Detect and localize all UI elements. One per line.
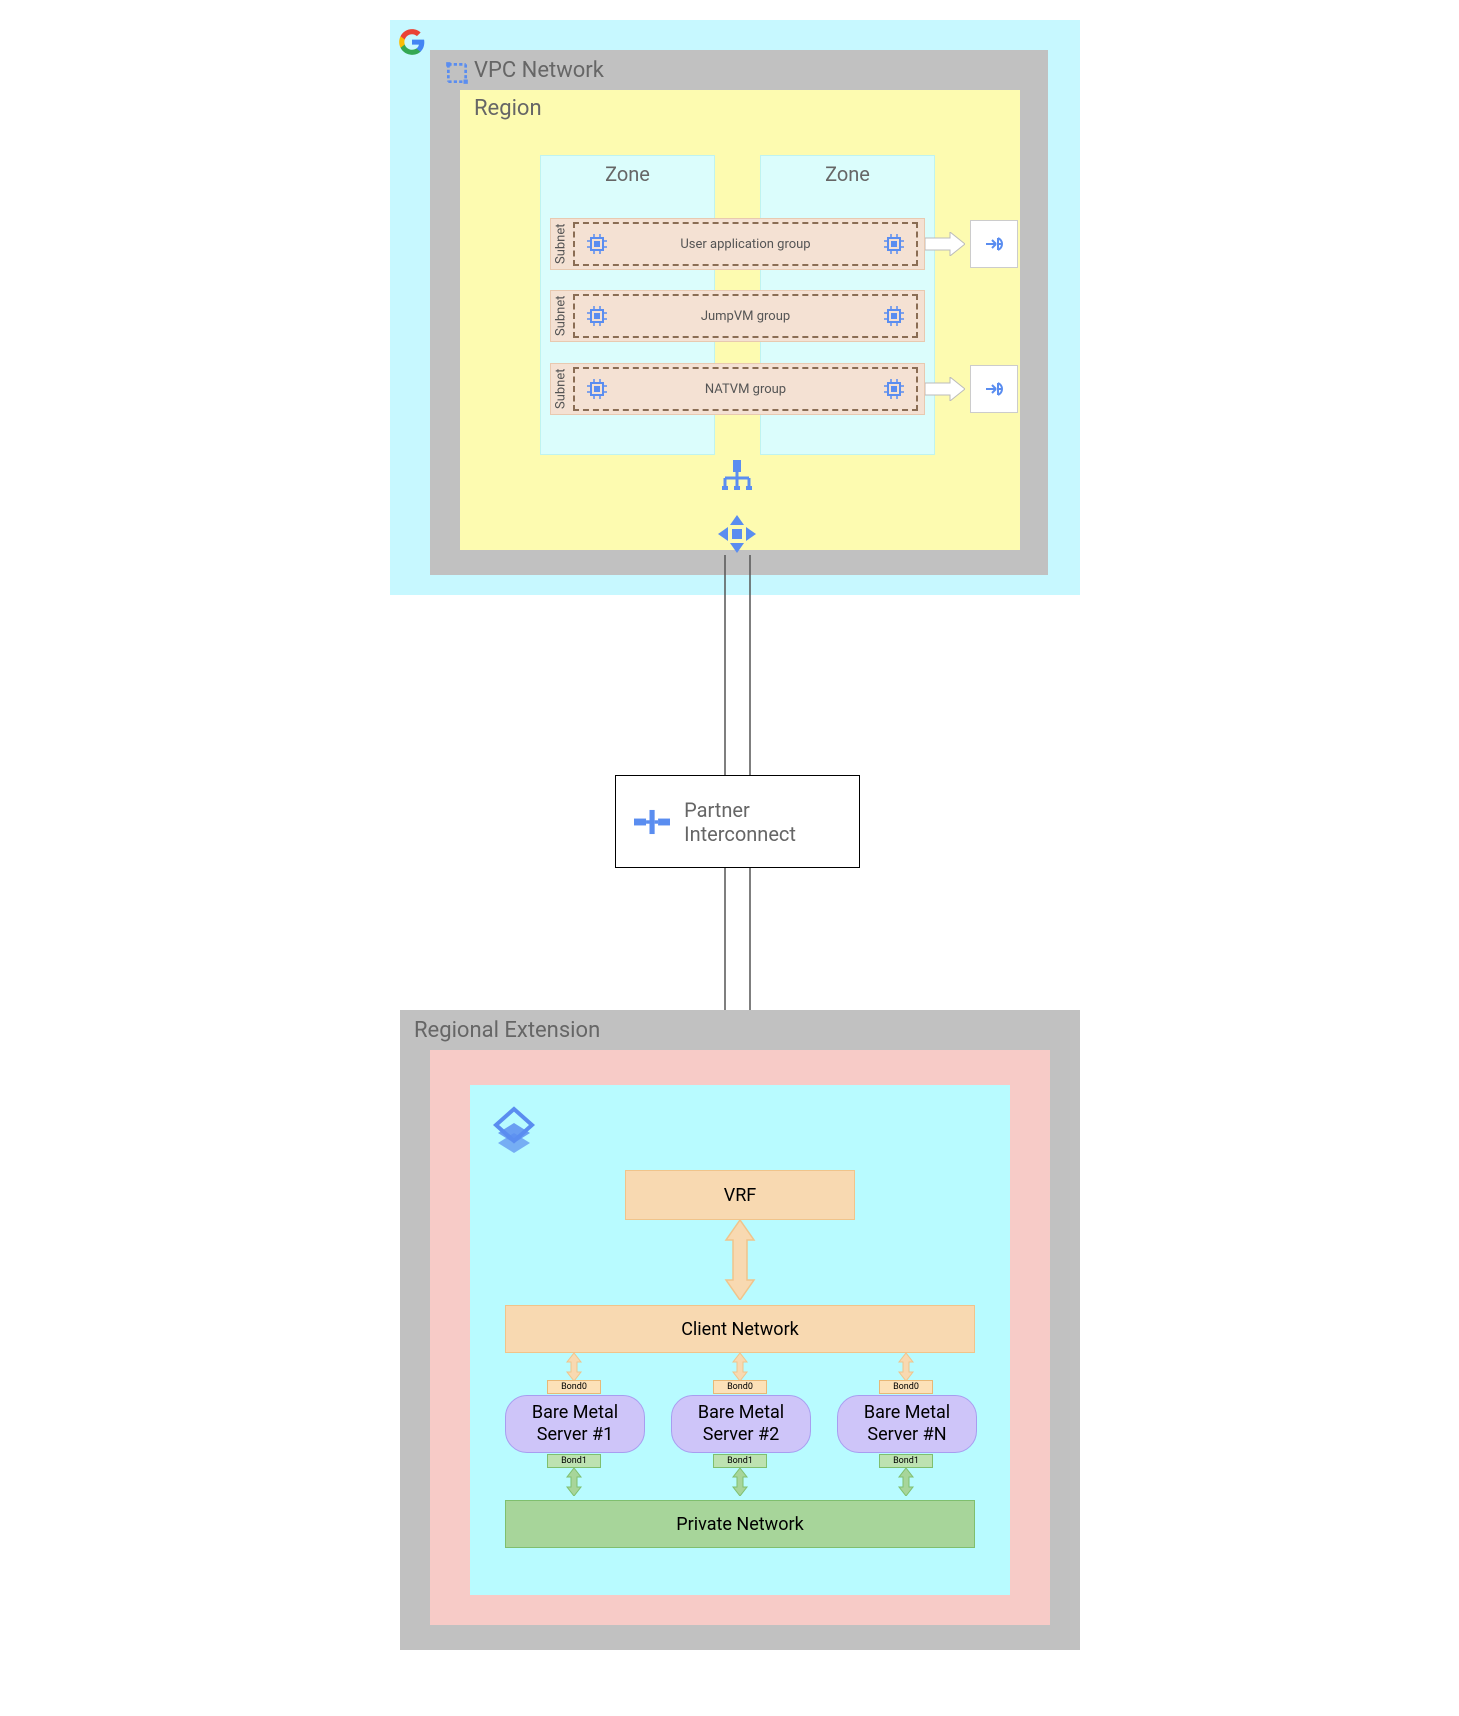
region-label: Region	[474, 96, 542, 121]
interconnect-icon	[634, 804, 670, 840]
external-endpoint-2	[970, 365, 1018, 413]
subnet-label-3: Subnet	[551, 364, 571, 414]
endpoint-icon	[982, 232, 1006, 256]
load-balancer-icon	[720, 460, 754, 490]
arrow-bond0-3	[897, 1353, 915, 1381]
zone-label-2: Zone	[825, 162, 870, 186]
subnet-row-3: Subnet NATVM group	[550, 363, 925, 415]
server-2: Bare Metal Server #2	[671, 1395, 811, 1453]
endpoint-icon	[982, 377, 1006, 401]
subnet-label-1: Subnet	[551, 219, 571, 269]
google-logo-icon	[398, 28, 426, 56]
server-1-label: Bare Metal Server #1	[506, 1402, 644, 1445]
server-1: Bare Metal Server #1	[505, 1395, 645, 1453]
group-label-jump: JumpVM group	[701, 309, 790, 324]
partner-interconnect-box: Partner Interconnect	[615, 775, 860, 868]
group-label-nat: NATVM group	[705, 382, 786, 397]
stack-icon	[488, 1103, 540, 1155]
server-n-label: Bare Metal Server #N	[838, 1402, 976, 1445]
vpc-icon	[444, 60, 470, 86]
arrow-out-2	[925, 377, 965, 401]
diagram-canvas: VPC Network Region Zone Zone Subnet User…	[20, 20, 1459, 1696]
chip-icon	[585, 377, 609, 401]
subnet-label-2: Subnet	[551, 291, 571, 341]
vrf-label: VRF	[724, 1185, 757, 1206]
cloud-router-icon	[718, 515, 756, 553]
bond1-tag-2: Bond1	[713, 1454, 767, 1468]
bond0-tag-3: Bond0	[879, 1380, 933, 1394]
subnet-row-2: Subnet JumpVM group	[550, 290, 925, 342]
chip-icon	[585, 304, 609, 328]
zone-label-1: Zone	[605, 162, 650, 186]
interconnect-label: Partner Interconnect	[684, 798, 841, 846]
bond1-tag-3: Bond1	[879, 1454, 933, 1468]
private-network-box: Private Network	[505, 1500, 975, 1548]
regional-ext-label: Regional Extension	[414, 1018, 600, 1043]
chip-icon	[585, 232, 609, 256]
subnet-row-1: Subnet User application group	[550, 218, 925, 270]
vpc-label: VPC Network	[474, 58, 604, 83]
arrow-bond1-3	[897, 1468, 915, 1496]
arrow-bond0-1	[565, 1353, 583, 1381]
bond0-tag-1: Bond0	[547, 1380, 601, 1394]
bond1-tag-1: Bond1	[547, 1454, 601, 1468]
group-label-app: User application group	[680, 237, 810, 252]
arrow-bond1-2	[731, 1468, 749, 1496]
client-network-label: Client Network	[681, 1319, 799, 1340]
server-n: Bare Metal Server #N	[837, 1395, 977, 1453]
arrow-bond1-1	[565, 1468, 583, 1496]
private-network-label: Private Network	[676, 1514, 803, 1535]
vrf-box: VRF	[625, 1170, 855, 1220]
chip-icon	[882, 304, 906, 328]
bond0-tag-2: Bond0	[713, 1380, 767, 1394]
arrow-out-1	[925, 232, 965, 256]
chip-icon	[882, 377, 906, 401]
server-2-label: Bare Metal Server #2	[672, 1402, 810, 1445]
external-endpoint-1	[970, 220, 1018, 268]
chip-icon	[882, 232, 906, 256]
arrow-vrf-client	[720, 1220, 760, 1300]
arrow-bond0-2	[731, 1353, 749, 1381]
client-network-box: Client Network	[505, 1305, 975, 1353]
